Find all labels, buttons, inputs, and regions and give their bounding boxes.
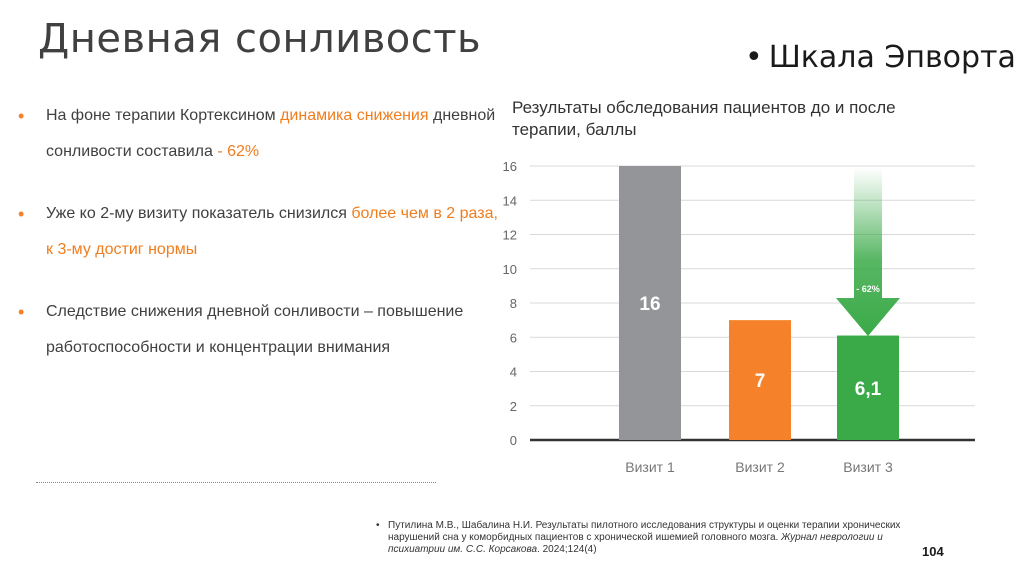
bar — [837, 335, 899, 440]
scale-heading: • Шкала Эпворта — [745, 40, 1016, 75]
y-tick-label: 14 — [503, 193, 517, 208]
bullet-highlight: динамика снижения — [280, 107, 429, 124]
reference-text: Путилина М.В., Шабалина Н.И. Результаты … — [388, 520, 901, 543]
y-tick-label: 4 — [510, 365, 517, 380]
data-label: 7 — [755, 371, 766, 392]
bullet-item-visit2: • Уже ко 2-му визиту показатель снизился… — [18, 196, 498, 268]
chart-bars — [619, 166, 899, 440]
reference-tail: . 2024;124(4) — [537, 544, 597, 555]
y-tick-label: 2 — [510, 399, 517, 414]
chart-x-tick-labels: Визит 1 Визит 2 Визит 3 — [625, 459, 893, 475]
chart-y-tick-labels: 0 2 4 6 8 10 12 14 16 — [503, 159, 517, 448]
y-tick-label: 8 — [510, 296, 517, 311]
bullet-item-consequence: • Следствие снижения дневной сонливости … — [18, 294, 498, 366]
scale-label: Шкала Эпворта — [768, 40, 1016, 75]
bullet-highlight: - 62% — [217, 143, 260, 160]
bullet-text: Уже ко 2-му визиту показатель снизился — [46, 205, 352, 222]
slide-title: Дневная сонливость — [38, 16, 482, 62]
down-arrow-icon — [836, 168, 900, 336]
y-tick-label: 0 — [510, 433, 517, 448]
bullet-list: • На фоне терапии Кортексином динамика с… — [18, 98, 498, 392]
data-label: 6,1 — [855, 379, 882, 400]
y-tick-label: 16 — [503, 159, 517, 174]
bar — [729, 320, 791, 440]
bar — [619, 166, 681, 440]
y-tick-label: 12 — [503, 228, 517, 243]
y-tick-label: 6 — [510, 330, 517, 345]
bullet-text: Следствие снижения дневной сонливости – … — [46, 303, 464, 356]
bullet-text: дневной сонливости составила — [46, 107, 496, 160]
bullet-marker: • — [18, 302, 25, 322]
bullet-marker: • — [18, 106, 25, 126]
chart-data-labels: 16 7 6,1 — [639, 294, 881, 400]
bullet-marker: • — [18, 204, 25, 224]
scale-bullet: • — [745, 40, 763, 75]
bullet-highlight: более чем в 2 раза, к 3-му достиг нормы — [46, 205, 498, 258]
x-tick-label: Визит 3 — [843, 459, 893, 475]
bullet-item-dynamics: • На фоне терапии Кортексином динамика с… — [18, 98, 498, 170]
bullet-text: На фоне терапии Кортексином — [46, 107, 281, 124]
reference-footnote: • Путилина М.В., Шабалина Н.И. Результат… — [376, 520, 908, 556]
reduction-arrow: - 62% — [836, 168, 900, 336]
x-tick-label: Визит 2 — [735, 459, 785, 475]
arrow-label: - 62% — [856, 284, 880, 294]
reference-marker: • — [376, 520, 380, 531]
chart-title: Результаты обследования пациентов до и п… — [512, 98, 896, 139]
dotted-divider — [36, 482, 436, 483]
reference-journal: Журнал неврологии и психиатрии им. С.С. … — [388, 532, 883, 555]
x-tick-label: Визит 1 — [625, 459, 675, 475]
y-tick-label: 10 — [503, 262, 517, 277]
page-number: 104 — [922, 544, 944, 559]
data-label: 16 — [639, 294, 660, 315]
